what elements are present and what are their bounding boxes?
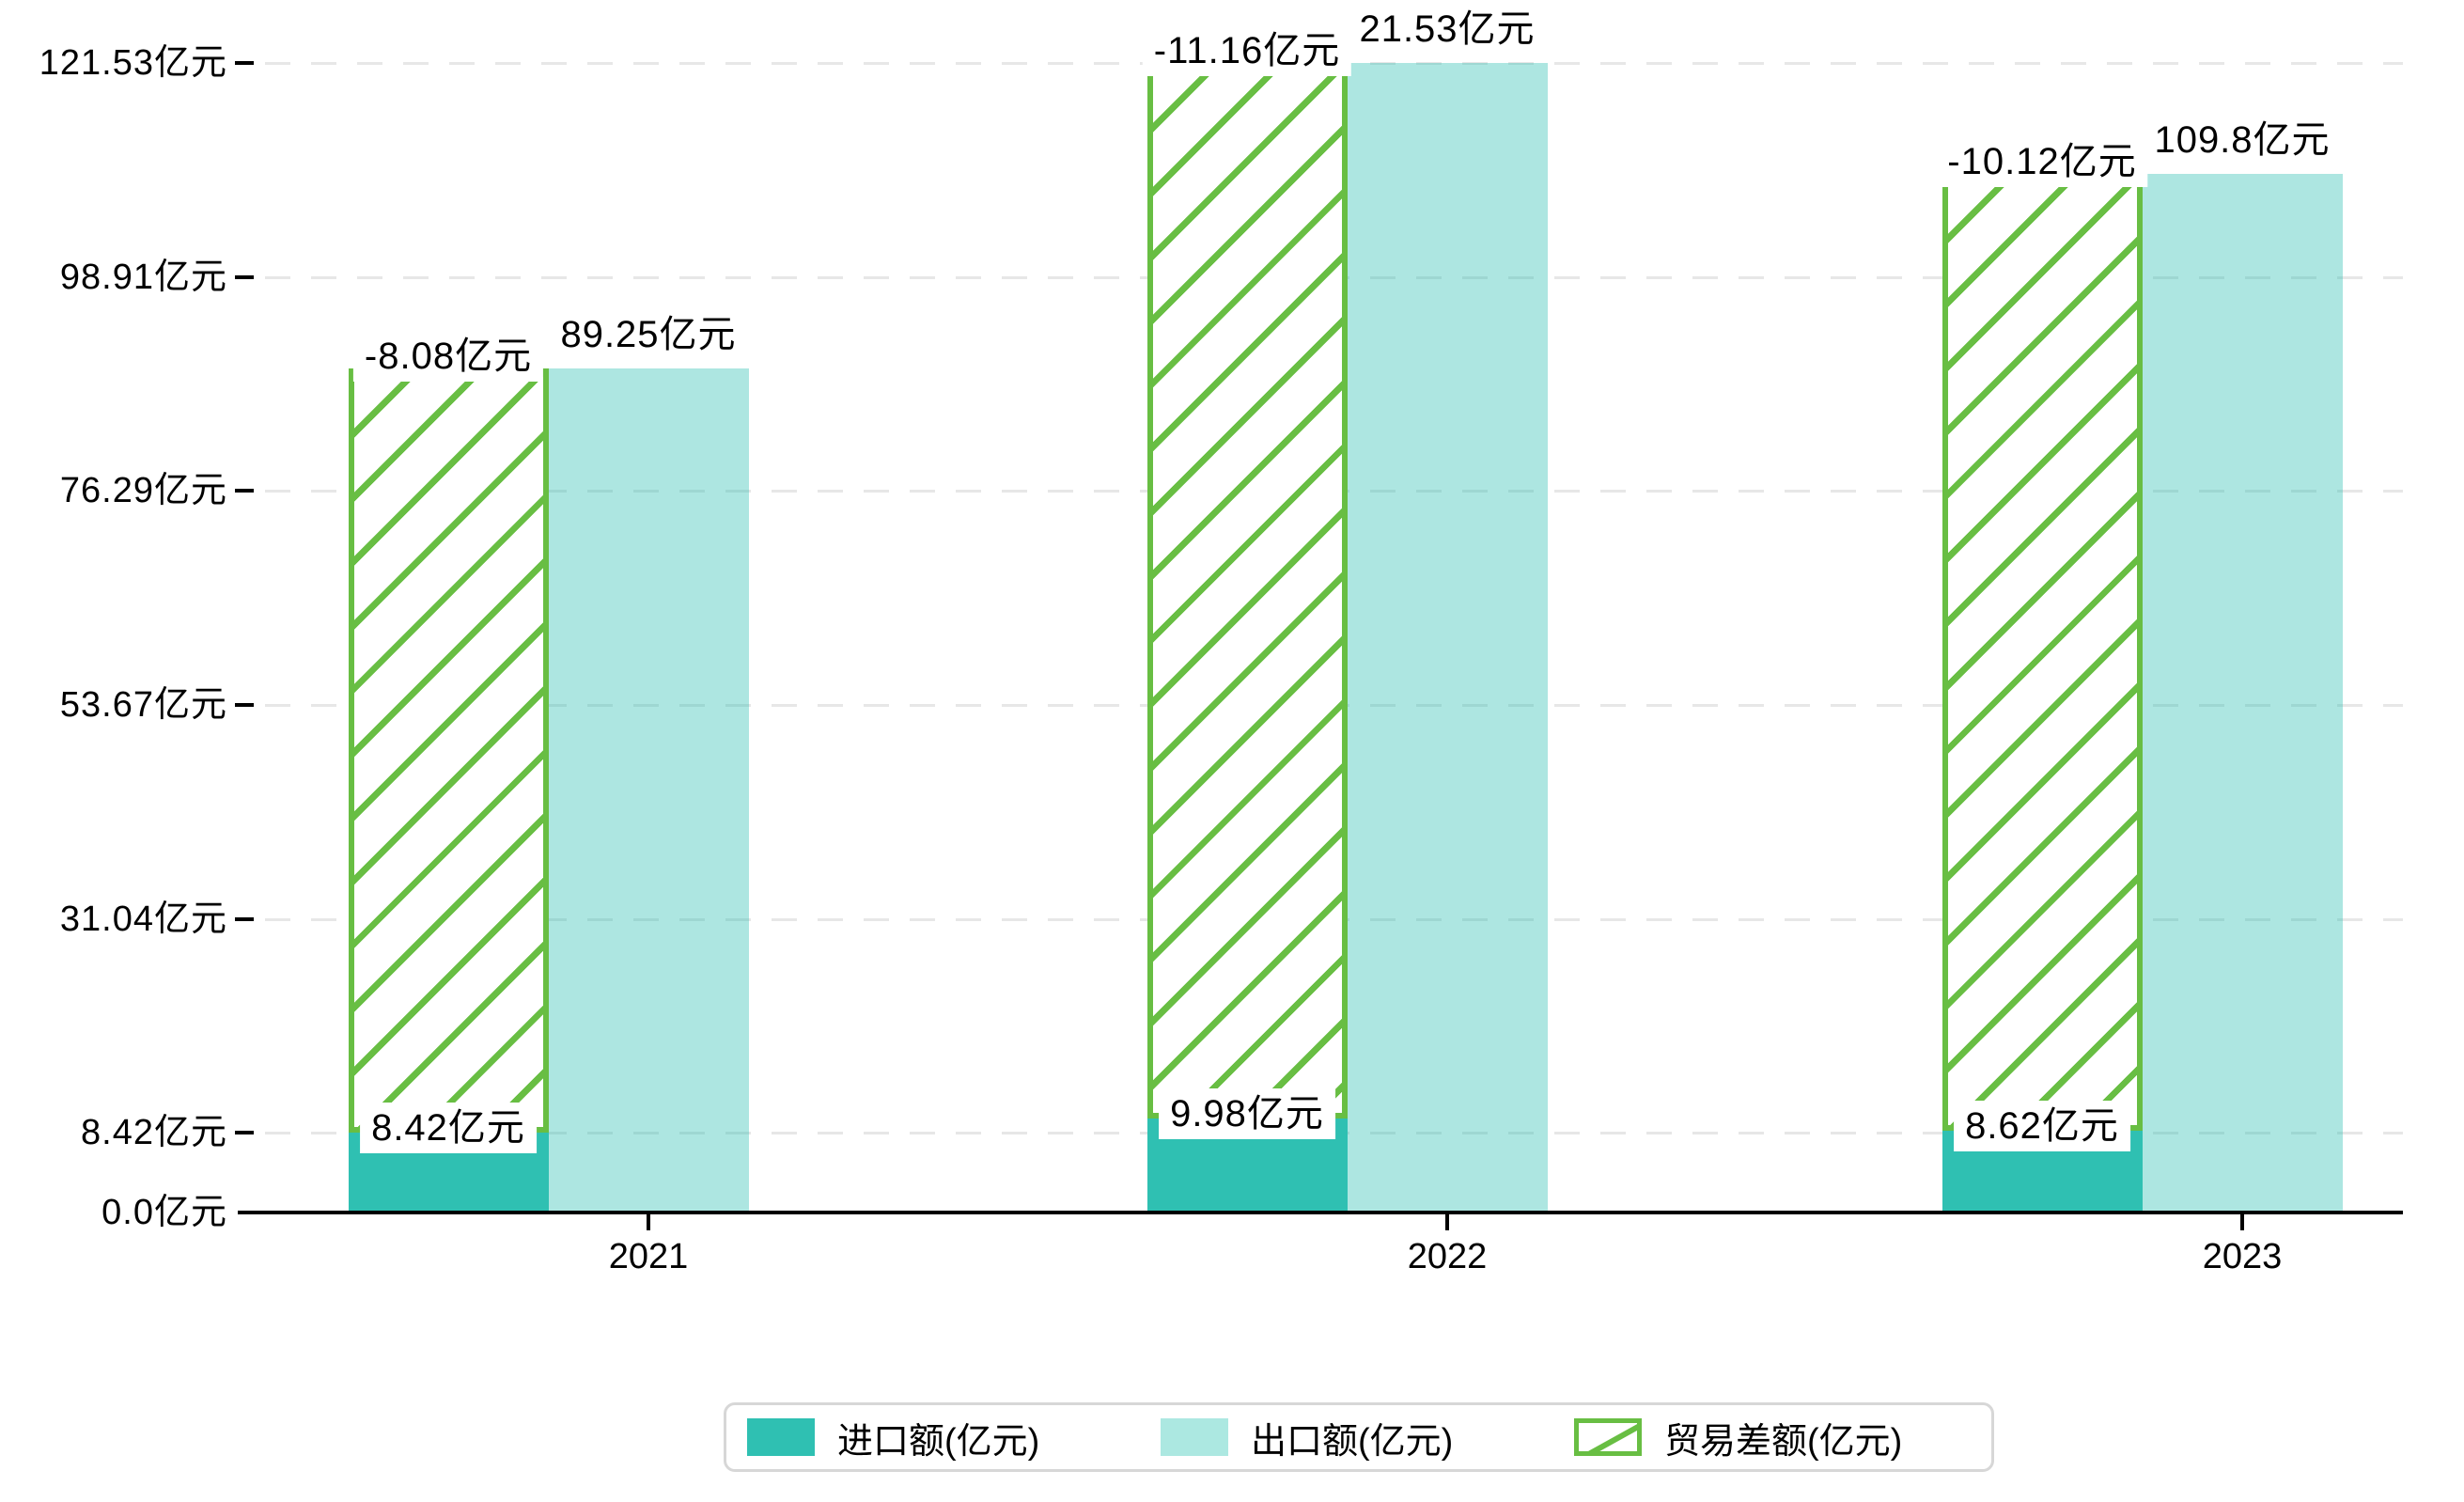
y-tick-mark bbox=[235, 702, 254, 707]
legend: 进口额(亿元) 出口额(亿元) 贸易差额(亿元) bbox=[724, 1402, 1994, 1472]
balance-value-label: -11.16亿元 bbox=[1142, 25, 1352, 77]
export-bar-2023 bbox=[2143, 174, 2343, 1213]
export-value-label: 21.53亿元 bbox=[1359, 8, 1536, 51]
legend-item-export: 出口额(亿元) bbox=[1161, 1412, 1574, 1463]
export-bar-2021 bbox=[549, 368, 749, 1213]
y-tick-mark bbox=[235, 1131, 254, 1135]
x-axis-label: 2023 bbox=[2202, 1237, 2283, 1276]
balance-bar-2021 bbox=[349, 368, 549, 1134]
export-swatch-icon bbox=[1161, 1418, 1228, 1456]
y-axis-label: 76.29亿元 bbox=[59, 471, 227, 511]
x-axis-label: 2021 bbox=[608, 1237, 689, 1276]
legend-label-export: 出口额(亿元) bbox=[1251, 1421, 1454, 1462]
import-swatch-icon bbox=[747, 1418, 815, 1456]
diagonal-line bbox=[1579, 1423, 1637, 1451]
y-tick-mark bbox=[235, 916, 254, 921]
export-value-label: 89.25亿元 bbox=[560, 313, 737, 355]
legend-label-balance: 贸易差额(亿元) bbox=[1664, 1421, 1903, 1462]
import-value-label: 8.42亿元 bbox=[360, 1103, 537, 1154]
y-axis-label: 31.04亿元 bbox=[59, 899, 227, 939]
export-value-label: 109.8亿元 bbox=[2154, 119, 2331, 162]
x-tick-mark bbox=[2240, 1214, 2244, 1230]
import-value-label: 8.62亿元 bbox=[1954, 1101, 2130, 1152]
y-axis-label: 53.67亿元 bbox=[59, 684, 227, 725]
y-tick-mark bbox=[235, 489, 254, 493]
y-axis-label: 0.0亿元 bbox=[101, 1193, 227, 1232]
x-tick-mark bbox=[1445, 1214, 1449, 1230]
balance-bar-2022 bbox=[1147, 63, 1348, 1119]
balance-value-label: -10.12亿元 bbox=[1936, 136, 2148, 188]
legend-item-import: 进口额(亿元) bbox=[747, 1412, 1161, 1463]
y-axis-label: 121.53亿元 bbox=[39, 43, 227, 84]
y-axis-label: 98.91亿元 bbox=[59, 257, 227, 297]
legend-label-import: 进口额(亿元) bbox=[837, 1421, 1040, 1462]
y-axis-label: 8.42亿元 bbox=[81, 1113, 227, 1153]
legend-item-balance: 贸易差额(亿元) bbox=[1574, 1412, 1902, 1463]
balance-hatch-swatch-icon bbox=[1574, 1418, 1642, 1456]
x-tick-mark bbox=[647, 1214, 650, 1230]
x-axis-line bbox=[238, 1211, 2403, 1214]
balance-value-label: -8.08亿元 bbox=[352, 330, 544, 382]
import-value-label: 9.98亿元 bbox=[1159, 1087, 1335, 1139]
y-tick-mark bbox=[235, 274, 254, 279]
balance-bar-2023 bbox=[1942, 174, 2143, 1132]
y-tick-mark bbox=[235, 61, 254, 66]
x-axis-label: 2022 bbox=[1407, 1237, 1488, 1276]
export-bar-2022 bbox=[1348, 63, 1548, 1213]
